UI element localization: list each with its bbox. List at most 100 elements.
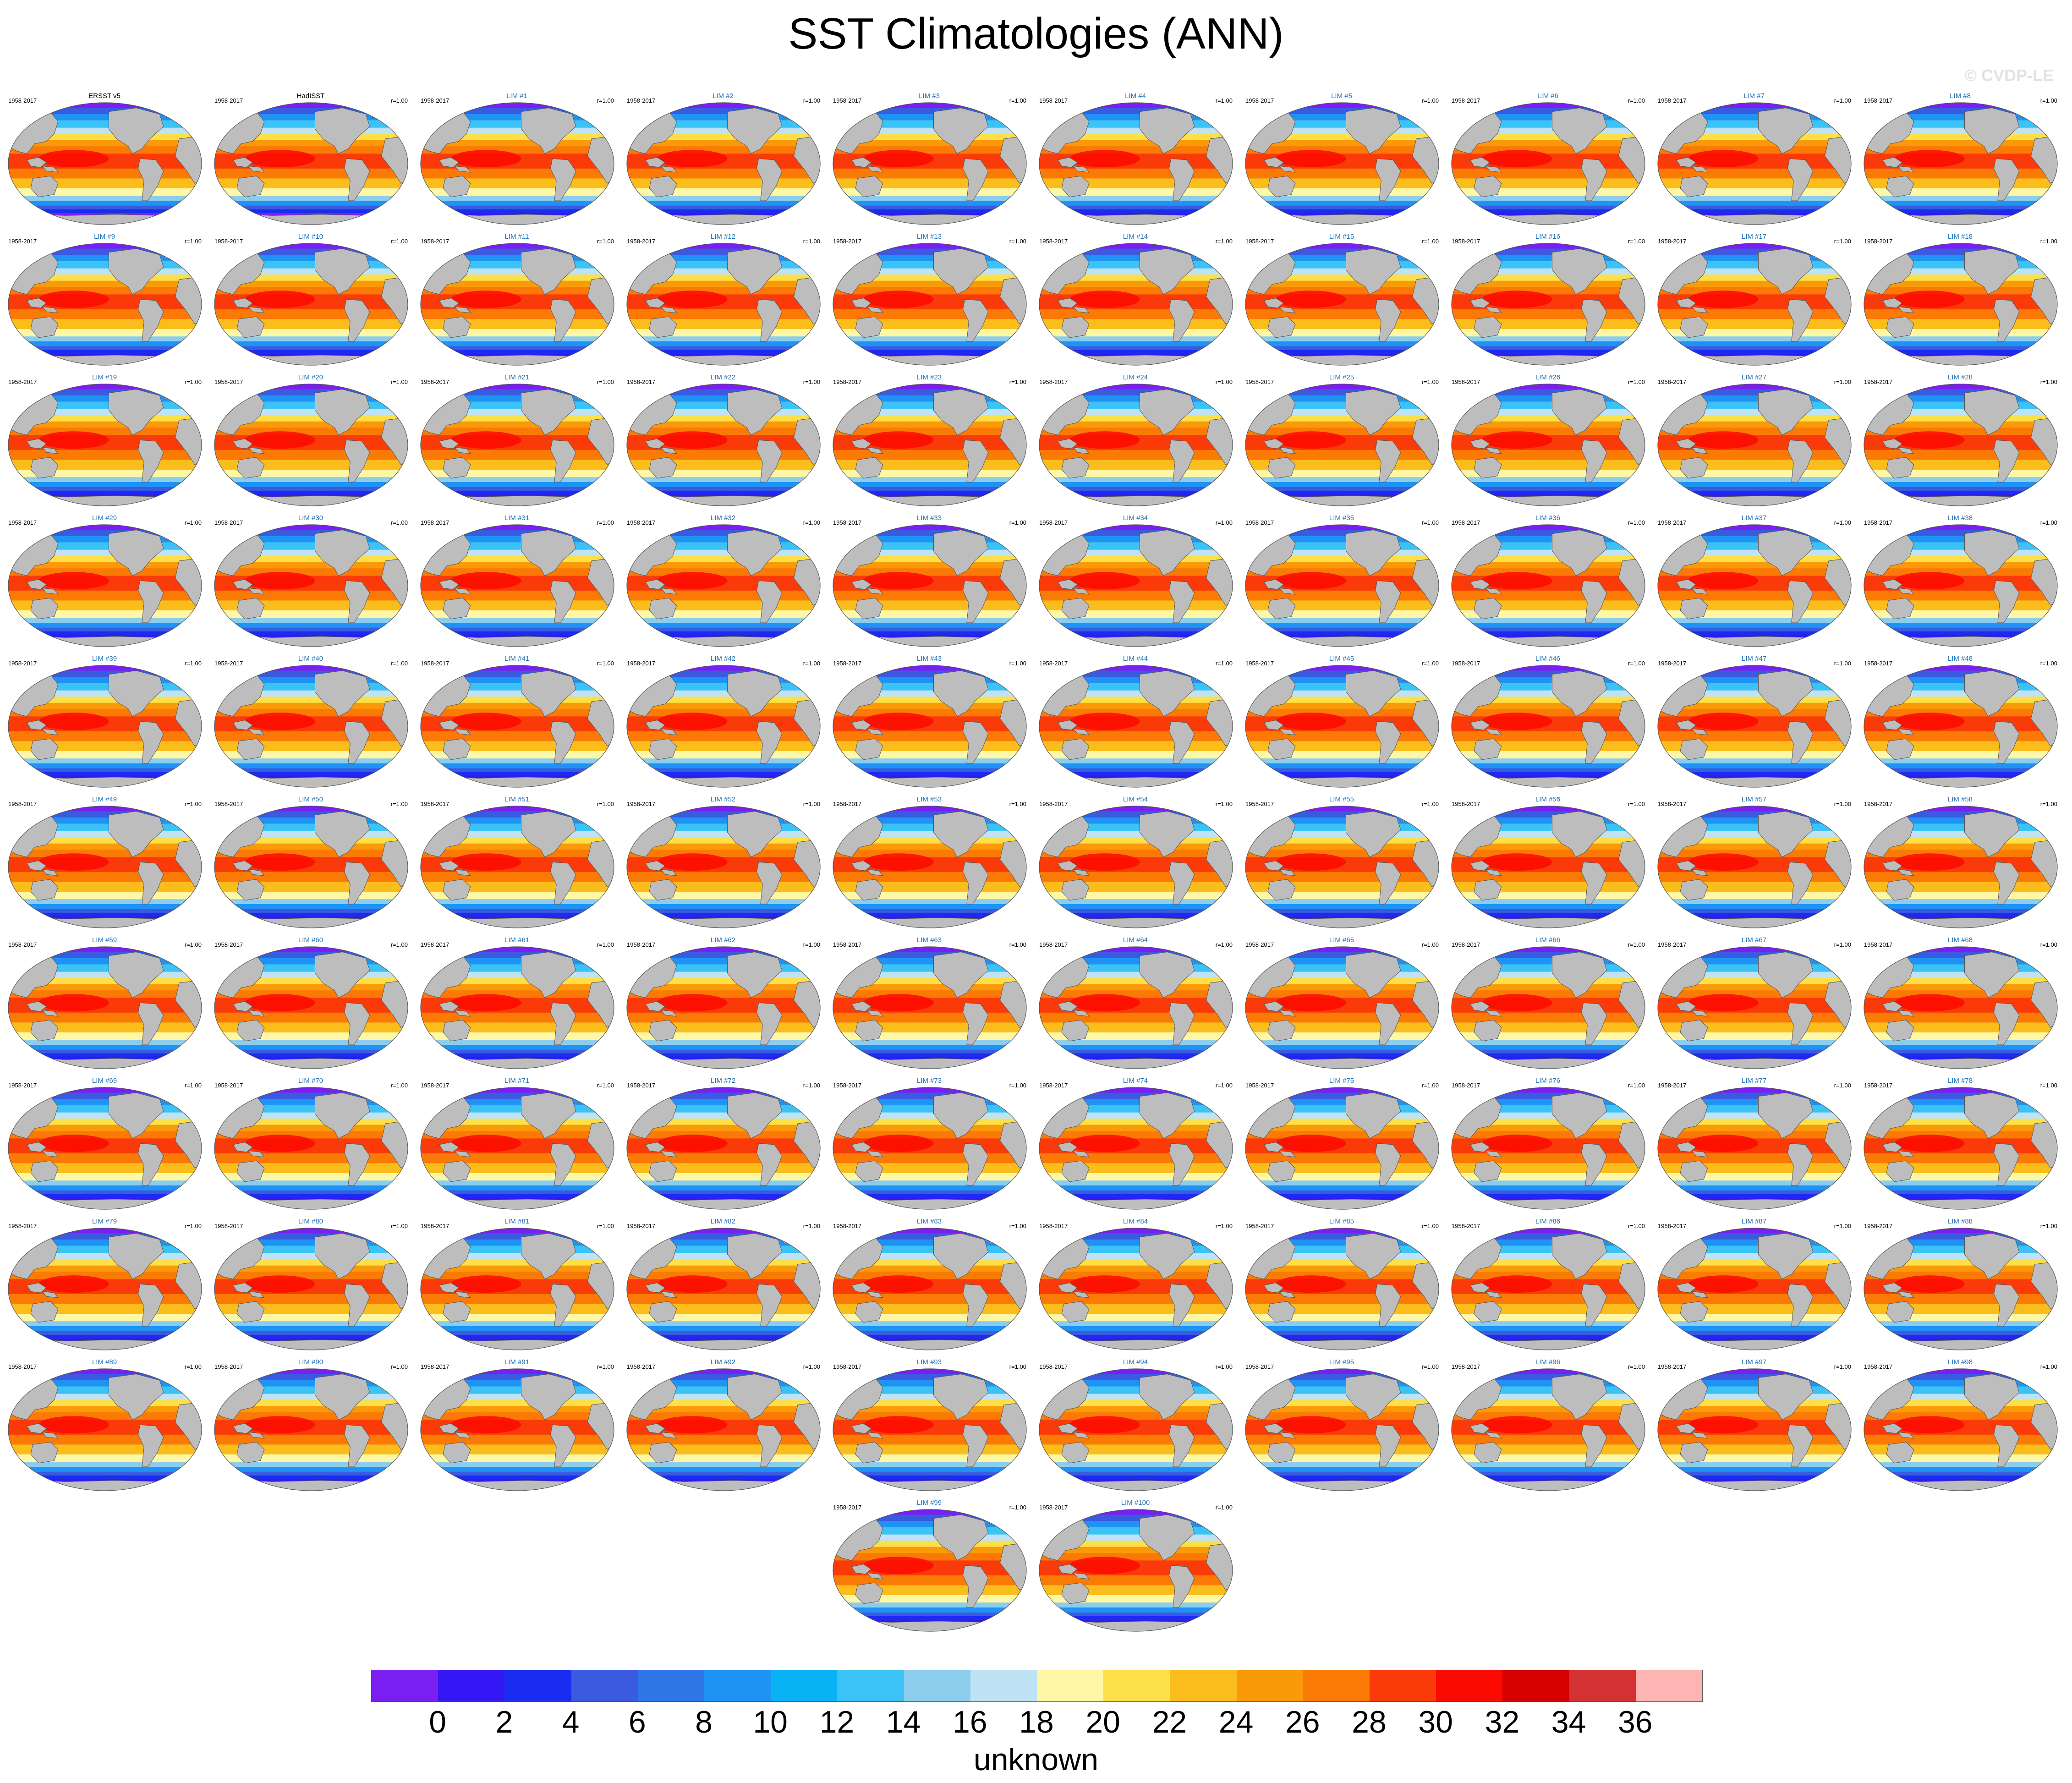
sst-map (1657, 384, 1852, 506)
land-polygon (645, 579, 666, 590)
sst-map (1451, 1087, 1645, 1210)
sst-band (1864, 1462, 2057, 1467)
land-polygon (833, 916, 1026, 928)
land-polygon (443, 879, 471, 901)
sst-band (214, 772, 408, 776)
sst-band (1245, 590, 1439, 601)
sst-band (1658, 702, 1851, 709)
land-polygon (1485, 869, 1502, 876)
sst-band (1658, 709, 1851, 717)
land-polygon (8, 353, 202, 365)
land-polygon (109, 1373, 164, 1421)
warm-pool (863, 431, 934, 449)
land-polygon (1168, 1284, 1195, 1327)
land-polygon (1864, 1479, 2057, 1491)
sst-band (833, 1294, 1026, 1304)
sst-band (1452, 108, 1645, 115)
panel-title: LIM #69 (92, 1077, 117, 1085)
map-panel: LIM #82 1958-2017 r=1.00 (619, 1217, 827, 1355)
sst-band (1039, 1514, 1233, 1521)
map-panel: LIM #69 1958-2017 r=1.00 (1, 1076, 208, 1215)
panel-period: 1958-2017 (833, 801, 862, 807)
land-polygon (1676, 1282, 1697, 1293)
sst-band (1658, 389, 1851, 396)
sst-band (833, 1045, 1026, 1050)
land-polygon (1039, 494, 1233, 506)
panel-period: 1958-2017 (1864, 1363, 1893, 1370)
map-panel: LIM #94 1958-2017 r=1.00 (1032, 1358, 1239, 1496)
map-border (1864, 806, 2058, 928)
land-polygon (1073, 869, 1090, 876)
sst-band (214, 168, 408, 179)
sst-map (420, 1087, 614, 1210)
map-panel: LIM #40 1958-2017 r=1.00 (207, 654, 414, 793)
map-panel: LIM #77 1958-2017 r=1.00 (1650, 1076, 1858, 1215)
panel-correlation: r=1.00 (184, 379, 202, 385)
panel-period: 1958-2017 (1245, 941, 1274, 948)
sst-band (627, 421, 820, 428)
panel-period: 1958-2017 (1039, 801, 1068, 807)
sst-map (626, 243, 821, 366)
sst-band (8, 1092, 202, 1099)
map-panel: HadISST 1958-2017 r=1.00 (207, 92, 414, 230)
land-polygon (1897, 1432, 1914, 1439)
land-polygon (1245, 775, 1439, 787)
sst-band (1039, 1294, 1233, 1304)
sst-band (214, 872, 408, 882)
panel-title: LIM #84 (1123, 1218, 1148, 1225)
colorbar-swatch (504, 1670, 571, 1701)
panel-correlation: r=1.00 (1628, 238, 1645, 245)
sst-band (627, 772, 820, 776)
sst-band (1864, 201, 2057, 206)
panel-correlation: r=1.00 (1009, 1363, 1026, 1370)
sst-band (1864, 477, 2057, 483)
sst-band (1039, 631, 1233, 636)
land-polygon (1346, 1373, 1401, 1421)
sst-map (1245, 243, 1439, 366)
sst-band (833, 309, 1026, 319)
sst-band (8, 763, 202, 769)
land-polygon (1279, 1432, 1296, 1439)
land-polygon (1245, 353, 1439, 365)
sst-band (8, 1190, 202, 1195)
sst-band (1039, 140, 1233, 147)
sst-band (627, 1045, 820, 1050)
land-polygon (137, 158, 164, 201)
sst-band (214, 1265, 408, 1272)
sst-band (833, 990, 1026, 998)
sst-band (627, 1265, 820, 1272)
land-polygon (1993, 1143, 2020, 1186)
sst-band (1039, 568, 1233, 576)
panel-correlation: r=1.00 (184, 238, 202, 245)
panel-title: LIM #44 (1123, 655, 1148, 663)
sst-band (8, 146, 202, 154)
sst-band (214, 350, 408, 354)
panel-title: LIM #25 (1329, 373, 1354, 381)
land-polygon (756, 1002, 783, 1045)
warm-pool (863, 853, 934, 871)
land-polygon (660, 1150, 677, 1158)
sst-band (421, 568, 614, 576)
map-border (8, 524, 202, 647)
warm-pool (38, 1275, 109, 1293)
land-polygon (42, 1009, 59, 1017)
warm-pool (38, 150, 109, 168)
land-polygon (1864, 213, 2057, 225)
sst-band (627, 196, 820, 201)
panel-correlation: r=1.00 (1628, 519, 1645, 526)
sst-band (1245, 1412, 1439, 1420)
sst-band (214, 1131, 408, 1139)
sst-band (1245, 346, 1439, 351)
sst-band (421, 196, 614, 201)
sst-band (1658, 1406, 1851, 1413)
warm-pool (1482, 150, 1552, 168)
colorbar-tick-label: 0 (429, 1705, 447, 1739)
sst-band (214, 1194, 408, 1198)
sst-map (626, 1368, 821, 1491)
sst-map (1864, 1368, 2058, 1491)
sst-band (1039, 1049, 1233, 1054)
sst-band (1245, 1012, 1439, 1023)
map-panel: LIM #64 1958-2017 r=1.00 (1032, 936, 1239, 1074)
land-polygon (439, 1001, 460, 1012)
sst-band (1452, 389, 1645, 396)
